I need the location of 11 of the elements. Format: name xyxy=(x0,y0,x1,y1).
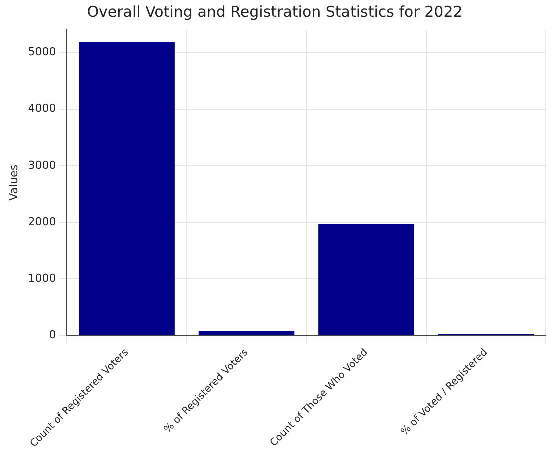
bar xyxy=(318,224,414,336)
bar xyxy=(198,331,295,336)
y-tick-label: 5000 xyxy=(28,46,56,59)
bar xyxy=(79,42,175,336)
y-tick-label: 4000 xyxy=(28,102,56,116)
chart-title: Overall Voting and Registration Statistics for 2022 xyxy=(87,2,463,21)
y-tick-label: 3000 xyxy=(28,158,56,172)
y-tick-label: 1000 xyxy=(28,272,56,286)
y-axis-title: Values xyxy=(7,164,20,201)
y-tick-label: 2000 xyxy=(28,215,56,228)
y-tick-label: 0 xyxy=(49,328,56,342)
